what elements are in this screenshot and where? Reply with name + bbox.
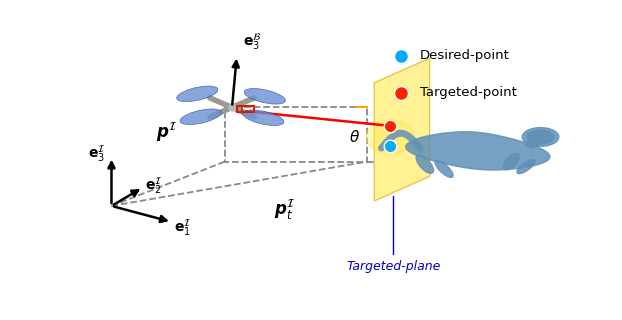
Ellipse shape bbox=[177, 86, 218, 102]
Ellipse shape bbox=[180, 109, 221, 124]
Text: $\boldsymbol{p}_t^{\mathcal{I}}$: $\boldsymbol{p}_t^{\mathcal{I}}$ bbox=[274, 197, 295, 222]
Polygon shape bbox=[527, 130, 554, 144]
Polygon shape bbox=[522, 128, 559, 146]
Text: Targeted-plane: Targeted-plane bbox=[346, 196, 440, 273]
Text: Targeted-point: Targeted-point bbox=[420, 86, 517, 99]
Ellipse shape bbox=[517, 159, 535, 173]
Text: Desired-point: Desired-point bbox=[420, 49, 510, 62]
Ellipse shape bbox=[243, 110, 284, 125]
Polygon shape bbox=[406, 132, 550, 170]
Text: $\boldsymbol{p}^{\mathcal{I}}$: $\boldsymbol{p}^{\mathcal{I}}$ bbox=[156, 120, 177, 144]
Text: $\theta$: $\theta$ bbox=[350, 130, 361, 146]
Text: $\mathbf{e}_3^{\mathcal{I}}$: $\mathbf{e}_3^{\mathcal{I}}$ bbox=[88, 143, 106, 164]
Text: $\mathbf{e}_2^{\mathcal{I}}$: $\mathbf{e}_2^{\mathcal{I}}$ bbox=[145, 175, 162, 196]
Ellipse shape bbox=[366, 120, 414, 154]
Text: $\mathbf{e}_3^{\mathcal{B}}$: $\mathbf{e}_3^{\mathcal{B}}$ bbox=[243, 31, 261, 52]
Polygon shape bbox=[374, 58, 430, 201]
Ellipse shape bbox=[244, 89, 285, 104]
Text: $\mathbf{e}_1^{\mathcal{I}}$: $\mathbf{e}_1^{\mathcal{I}}$ bbox=[174, 218, 191, 238]
Polygon shape bbox=[525, 137, 541, 148]
Ellipse shape bbox=[416, 155, 434, 173]
Ellipse shape bbox=[435, 161, 453, 178]
Ellipse shape bbox=[504, 153, 519, 170]
